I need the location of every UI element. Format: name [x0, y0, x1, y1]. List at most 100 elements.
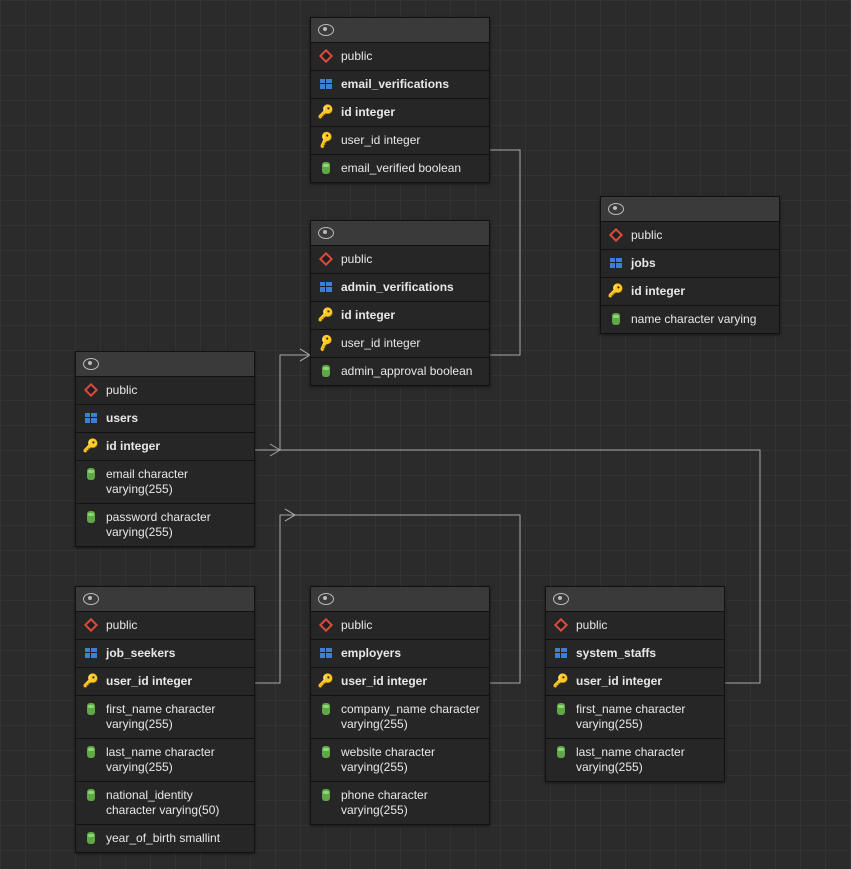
column-icon — [84, 831, 98, 845]
card-header[interactable] — [76, 352, 254, 377]
column-row: 🔑 user_id integer — [546, 668, 724, 696]
column-row: 🔑id integer — [601, 278, 779, 306]
schema-row: public — [76, 377, 254, 405]
column-row: name character varying — [601, 306, 779, 333]
schema-icon — [84, 383, 98, 397]
table-icon — [319, 280, 333, 294]
fk-key-icon: 🔑 — [319, 133, 333, 147]
eye-icon — [319, 226, 333, 240]
schema-label: public — [341, 252, 481, 267]
column-label: user_id integer — [576, 674, 716, 689]
column-row: 🔑user_id integer — [76, 668, 254, 696]
column-row: last_name character varying(255) — [546, 739, 724, 781]
pk-key-icon: 🔑 — [319, 308, 333, 322]
column-icon — [319, 161, 333, 175]
table-card-admin_verifications[interactable]: public admin_verifications 🔑id integer🔑u… — [310, 220, 490, 386]
card-header[interactable] — [311, 18, 489, 43]
column-icon — [84, 788, 98, 802]
column-row: company_name character varying(255) — [311, 696, 489, 739]
column-icon — [554, 745, 568, 759]
pk-key-icon: 🔑 — [319, 674, 333, 688]
column-row: phone character varying(255) — [311, 782, 489, 824]
column-row: last_name character varying(255) — [76, 739, 254, 782]
eye-icon — [609, 202, 623, 216]
table-label: users — [106, 411, 246, 426]
schema-label: public — [576, 618, 716, 633]
column-label: user_id integer — [341, 674, 481, 689]
table-label: jobs — [631, 256, 771, 271]
eye-icon — [84, 592, 98, 606]
schema-row: public — [546, 612, 724, 640]
fk-key-icon: 🔑 — [319, 336, 333, 350]
table-icon — [319, 77, 333, 91]
table-card-job_seekers[interactable]: public job_seekers 🔑user_id integer first… — [75, 586, 255, 853]
table-label: admin_verifications — [341, 280, 481, 295]
eye-icon — [554, 592, 568, 606]
column-label: last_name character varying(255) — [576, 745, 716, 775]
column-icon — [609, 312, 623, 326]
column-row: password character varying(255) — [76, 504, 254, 546]
table-icon — [609, 256, 623, 270]
table-label: system_staffs — [576, 646, 716, 661]
column-label: user_id integer — [341, 133, 481, 148]
card-header[interactable] — [76, 587, 254, 612]
column-row: email_verified boolean — [311, 155, 489, 182]
column-label: company_name character varying(255) — [341, 702, 481, 732]
column-row: 🔑user_id integer — [311, 330, 489, 358]
column-icon — [84, 510, 98, 524]
column-row: 🔑id integer — [76, 433, 254, 461]
column-icon — [554, 702, 568, 716]
card-header[interactable] — [311, 587, 489, 612]
pk-key-icon: 🔑 — [554, 674, 568, 688]
schema-label: public — [631, 228, 771, 243]
table-name-row: jobs — [601, 250, 779, 278]
schema-label: public — [106, 618, 246, 633]
column-row: 🔑id integer — [311, 302, 489, 330]
table-label: job_seekers — [106, 646, 246, 661]
column-row: year_of_birth smallint — [76, 825, 254, 852]
column-label: email_verified boolean — [341, 161, 481, 176]
column-icon — [319, 788, 333, 802]
table-icon — [84, 646, 98, 660]
column-label: year_of_birth smallint — [106, 831, 246, 846]
column-label: phone character varying(255) — [341, 788, 481, 818]
schema-row: public — [311, 246, 489, 274]
column-row: admin_approval boolean — [311, 358, 489, 385]
table-card-system_staffs[interactable]: public system_staffs 🔑 user_id integer fir… — [545, 586, 725, 782]
table-card-jobs[interactable]: public jobs 🔑id integername character va… — [600, 196, 780, 334]
column-row: website character varying(255) — [311, 739, 489, 782]
schema-label: public — [341, 618, 481, 633]
schema-row: public — [311, 612, 489, 640]
card-header[interactable] — [311, 221, 489, 246]
schema-row: public — [311, 43, 489, 71]
column-icon — [319, 745, 333, 759]
pk-key-icon: 🔑 — [319, 105, 333, 119]
schema-icon — [609, 228, 623, 242]
column-row: 🔑 user_id integer — [311, 127, 489, 155]
table-card-employers[interactable]: public employers 🔑 user_id integer company… — [310, 586, 490, 825]
column-label: id integer — [341, 105, 481, 120]
table-name-row: job_seekers — [76, 640, 254, 668]
column-label: last_name character varying(255) — [106, 745, 246, 775]
card-header[interactable] — [546, 587, 724, 612]
column-label: user_id integer — [106, 674, 246, 689]
column-label: first_name character varying(255) — [576, 702, 716, 732]
table-name-row: system_staffs — [546, 640, 724, 668]
card-header[interactable] — [601, 197, 779, 222]
column-icon — [319, 702, 333, 716]
table-icon — [84, 411, 98, 425]
column-row: first_name character varying(255) — [546, 696, 724, 739]
pk-key-icon: 🔑 — [609, 284, 623, 298]
schema-label: public — [341, 49, 481, 64]
schema-label: public — [106, 383, 246, 398]
column-row: national_identity character varying(50) — [76, 782, 254, 825]
table-name-row: email_verifications — [311, 71, 489, 99]
table-label: employers — [341, 646, 481, 661]
column-label: first_name character varying(255) — [106, 702, 246, 732]
table-card-users[interactable]: public users 🔑id integeremail character … — [75, 351, 255, 547]
column-row: 🔑 id integer — [311, 99, 489, 127]
column-icon — [84, 467, 98, 481]
table-card-email_verifications[interactable]: public email_verifications 🔑 id integer 🔑 u… — [310, 17, 490, 183]
schema-icon — [554, 618, 568, 632]
column-icon — [84, 745, 98, 759]
